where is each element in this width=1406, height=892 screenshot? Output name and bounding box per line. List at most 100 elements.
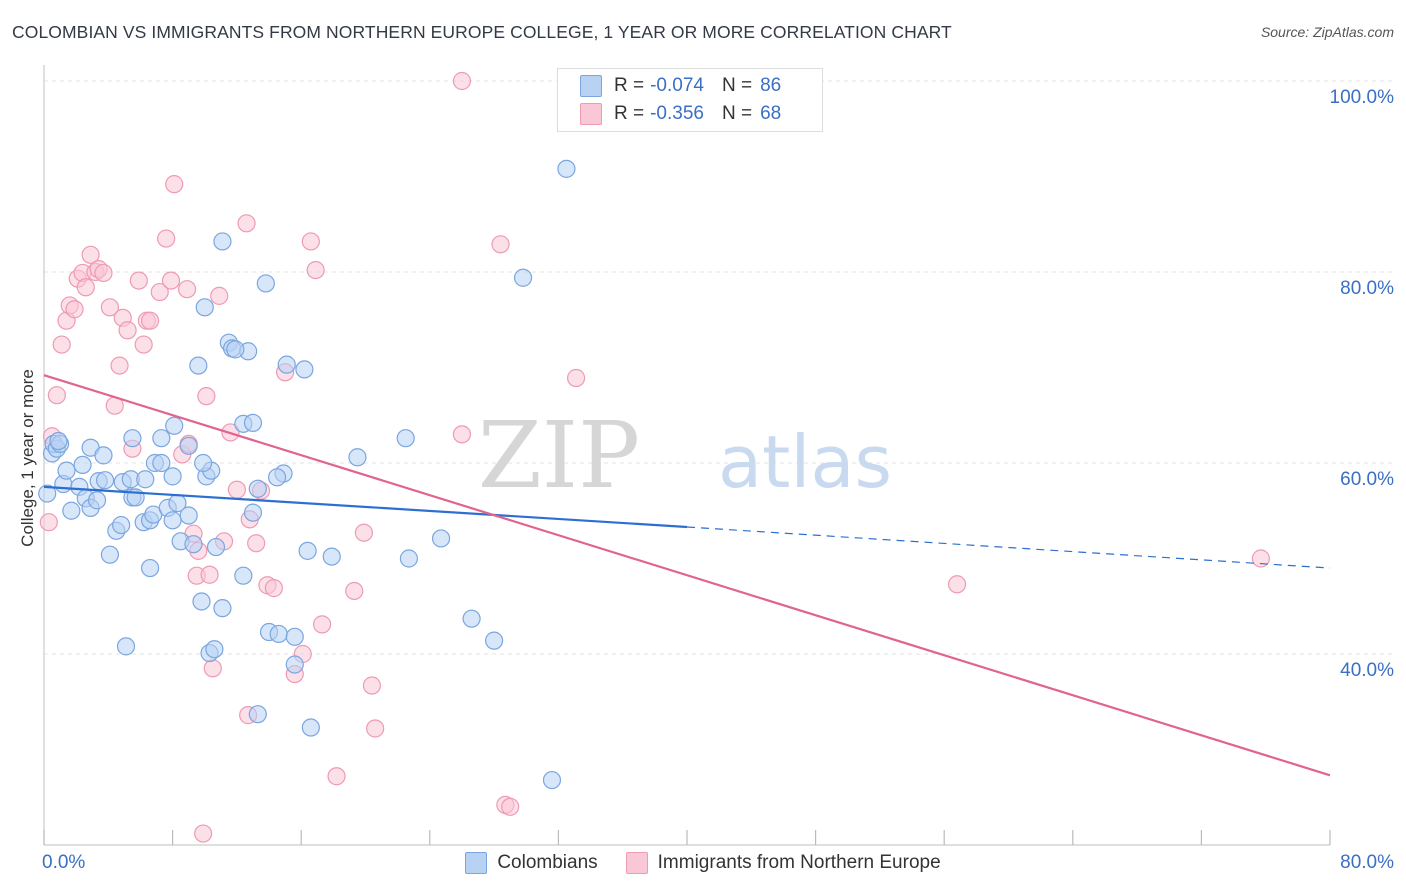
colombians-trend-extension <box>686 526 1331 569</box>
y-tick-label-40: 40.0% <box>1340 660 1394 681</box>
northern-europe-trend-line <box>43 374 1331 777</box>
legend-n-value: 86 <box>760 75 782 96</box>
colombians-point <box>322 547 341 566</box>
colombians-point <box>396 429 415 448</box>
colombians-point <box>285 627 304 646</box>
colombians-point <box>295 360 314 379</box>
colombians-point <box>165 416 184 435</box>
northern-europe-point <box>354 523 373 542</box>
legend-item-colombians: Colombians <box>465 852 598 874</box>
colombians-point <box>140 558 160 578</box>
trend-lines <box>43 374 1331 777</box>
legend-r-label: R = <box>614 103 645 124</box>
northern-europe-point <box>194 824 213 843</box>
northern-europe-point <box>134 335 153 354</box>
y-axis-title: College, 1 year or more <box>18 369 37 547</box>
northern-europe-point <box>140 311 160 330</box>
northern-europe-point <box>227 480 246 499</box>
legend-r-value: -0.356 <box>650 103 704 124</box>
northern-europe-point <box>1251 549 1270 568</box>
colombians-point <box>243 413 263 432</box>
colombians-point <box>205 640 224 659</box>
northern-europe-point <box>312 615 332 634</box>
northern-europe-point <box>129 271 148 290</box>
chart-source: Source: ZipAtlas.com <box>1260 24 1394 40</box>
northern-europe-point <box>501 797 520 816</box>
legend-swatch-blue <box>580 75 602 97</box>
northern-europe-point <box>491 235 510 254</box>
northern-europe-point <box>118 321 137 340</box>
colombians-point <box>163 511 182 530</box>
colombians-point <box>136 470 155 489</box>
northern-europe-point <box>197 387 216 406</box>
northern-europe-point <box>264 579 283 598</box>
northern-europe-point <box>306 260 325 280</box>
y-tick-label-60: 60.0% <box>1340 469 1394 490</box>
legend-r-value: -0.074 <box>650 75 704 96</box>
northern-europe-point <box>366 719 385 738</box>
northern-europe-point <box>327 767 346 786</box>
watermark-atlas: atlas <box>718 420 892 504</box>
legend-row-northern-europe: R = -0.356 N = 68 <box>580 101 781 127</box>
colombians-point <box>431 529 451 548</box>
legend-swatch-pink <box>580 103 602 125</box>
legend-n-value: 68 <box>760 103 782 124</box>
colombians-point <box>184 535 203 554</box>
colombians-point <box>179 436 198 455</box>
legend-label-colombians: Colombians <box>497 852 598 873</box>
northern-europe-point <box>362 676 382 695</box>
northern-europe-point <box>157 229 176 248</box>
colombians-point <box>123 429 142 448</box>
colombians-point <box>38 484 57 503</box>
legend-n-label: N = <box>721 103 753 124</box>
legend-row-colombians: R = -0.074 N = 86 <box>580 73 781 99</box>
series-legend: Colombians Immigrants from Northern Euro… <box>0 852 1406 874</box>
colombians-point <box>73 455 92 475</box>
colombians-point <box>348 448 367 467</box>
colombians-point <box>213 232 232 251</box>
colombians-point <box>285 655 304 674</box>
northern-europe-point <box>81 245 100 264</box>
colombians-point <box>462 609 481 628</box>
colombians-point <box>206 537 226 557</box>
colombians-point <box>256 274 275 293</box>
legend-n-label: N = <box>721 75 753 96</box>
colombians-point <box>57 461 76 480</box>
y-tick-label-100: 100.0% <box>1329 87 1394 108</box>
colombians-point <box>267 468 287 487</box>
colombians-point <box>100 545 120 564</box>
colombians-point <box>485 631 504 650</box>
colombians-point <box>557 159 576 178</box>
chart-title: COLOMBIAN VS IMMIGRANTS FROM NORTHERN EU… <box>12 22 952 42</box>
northern-europe-point <box>52 335 71 354</box>
colombians-point <box>49 431 68 451</box>
legend-label-northern-europe: Immigrants from Northern Europe <box>657 852 941 873</box>
northern-europe-point <box>177 280 197 299</box>
colombians-point <box>248 705 267 724</box>
x-tick-label-min: 0.0% <box>42 852 86 873</box>
colombians-point <box>226 340 245 359</box>
northern-europe-point <box>161 271 181 290</box>
colombians-point <box>301 718 320 737</box>
legend-r-label: R = <box>614 75 645 96</box>
northern-europe-point <box>110 356 129 375</box>
northern-europe-point <box>566 368 586 388</box>
scatter-points <box>38 71 1270 843</box>
northern-europe-point <box>237 214 256 233</box>
colombians-point <box>116 637 136 656</box>
colombians-point <box>234 566 253 585</box>
colombians-point <box>94 446 113 465</box>
x-tick-label-max: 80.0% <box>1340 852 1394 873</box>
legend-swatch-blue <box>465 852 488 874</box>
colombians-point <box>62 501 81 520</box>
northern-europe-point <box>47 386 66 405</box>
northern-europe-point <box>76 278 95 297</box>
legend-item-northern-europe: Immigrants from Northern Europe <box>625 852 941 874</box>
correlation-legend: R = -0.074 N = 86 R = -0.356 N = 68 <box>557 68 823 132</box>
colombians-point <box>179 506 198 525</box>
colombians-point <box>248 479 267 498</box>
northern-europe-point <box>200 565 219 584</box>
colombians-trend-line <box>43 485 688 529</box>
colombians-point <box>243 503 263 522</box>
